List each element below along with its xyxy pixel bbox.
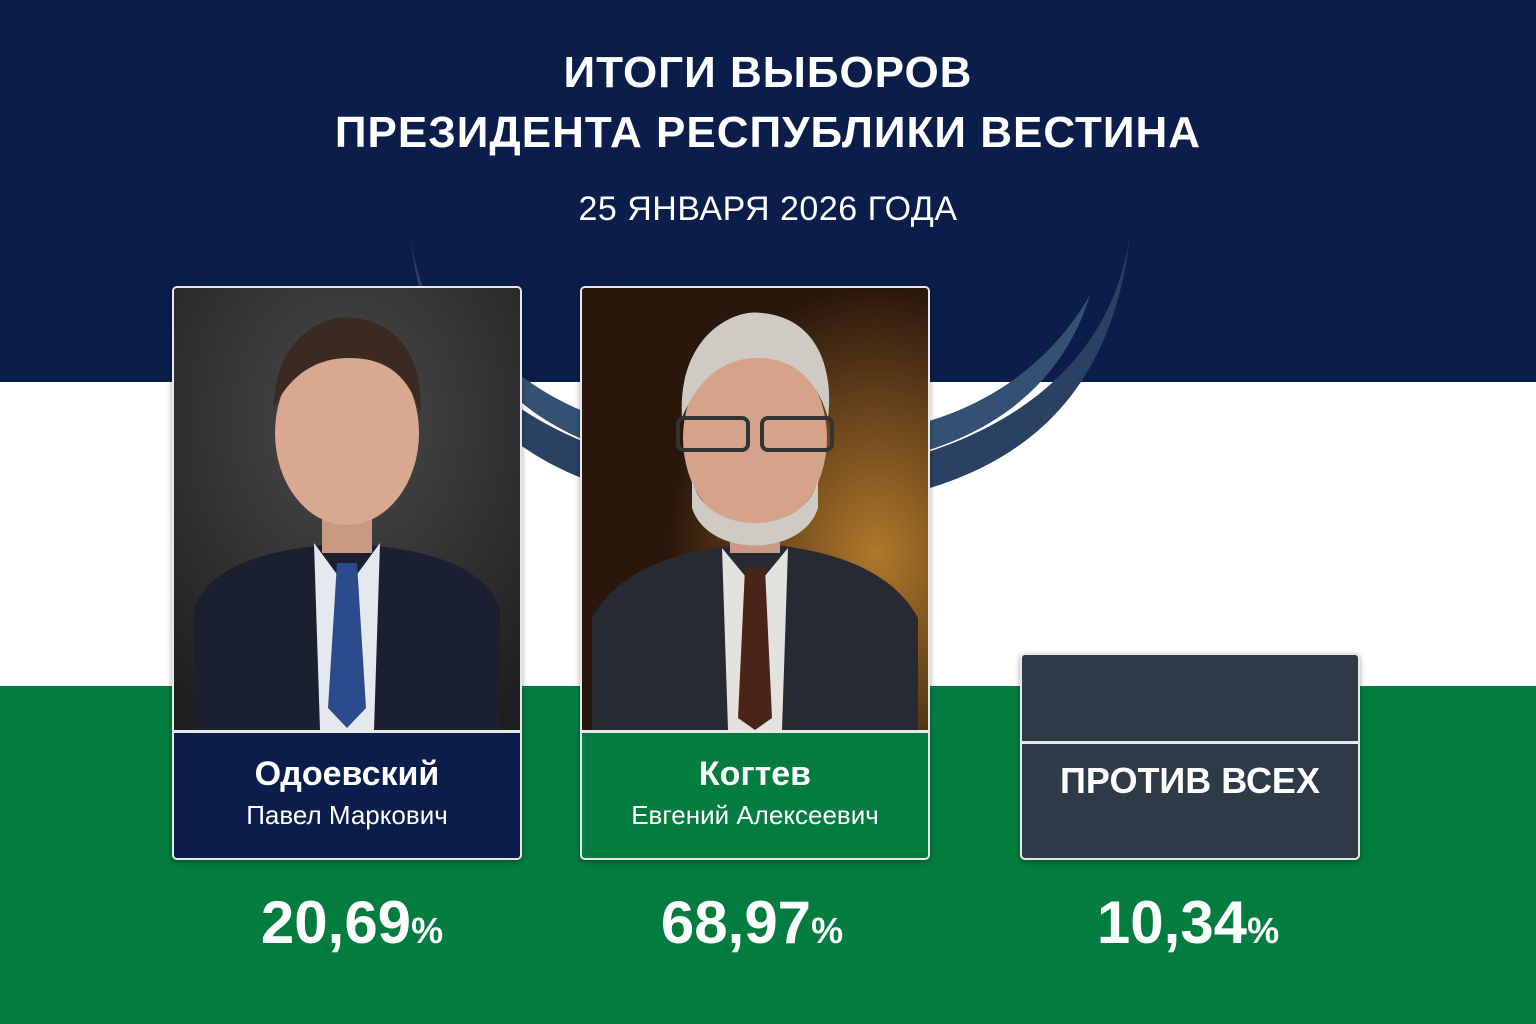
percent-sign: % — [411, 910, 444, 951]
election-date: 25 ЯНВАРЯ 2026 ГОДА — [578, 190, 958, 228]
percent-value: 68,97 — [660, 889, 812, 956]
candidate-surname: Когтев — [698, 755, 812, 793]
against-all-label: ПРОТИВ ВСЕХ — [1060, 760, 1320, 801]
candidate-card-kogtev: Когтев Евгений Алексеевич — [580, 286, 930, 860]
percent-value: 10,34 — [1096, 889, 1248, 956]
candidate-given-names: Евгений Алексеевич — [631, 800, 879, 830]
candidate-nameplate-odoevsky: Одоевский Павел Маркович — [174, 730, 520, 858]
candidate-nameplate-kogtev: Когтев Евгений Алексеевич — [582, 730, 928, 858]
percent-sign: % — [1247, 910, 1280, 951]
percent-value: 20,69 — [260, 889, 412, 956]
percent-odoevsky: 20,69% — [152, 888, 552, 957]
candidate-card-odoevsky: Одоевский Павел Маркович — [172, 286, 522, 860]
percent-sign: % — [811, 910, 844, 951]
candidate-portrait-odoevsky — [174, 288, 520, 730]
page-title-line1: ИТОГИ ВЫБОРОВ — [563, 48, 973, 97]
percent-kogtev: 68,97% — [552, 888, 952, 957]
percent-against-all: 10,34% — [988, 888, 1388, 957]
against-all-card: ПРОТИВ ВСЕХ — [1020, 653, 1360, 860]
candidate-surname: Одоевский — [254, 755, 440, 793]
page-title-line2: ПРЕЗИДЕНТА РЕСПУБЛИКИ ВЕСТИНА — [334, 108, 1202, 157]
card-divider — [1022, 741, 1358, 744]
candidate-portrait-kogtev — [582, 288, 928, 730]
candidate-given-names: Павел Маркович — [246, 800, 448, 830]
